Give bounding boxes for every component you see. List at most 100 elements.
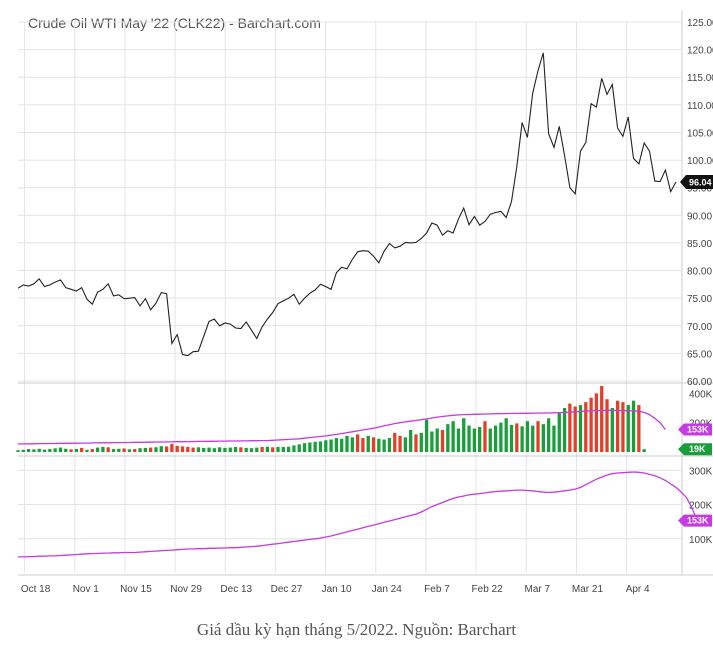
volume-bar	[547, 418, 551, 452]
volume-bar	[515, 423, 519, 452]
volume-bar	[536, 421, 540, 452]
volume-bar	[281, 447, 285, 452]
avg-volume-badge	[678, 423, 712, 436]
volume-bar	[218, 447, 222, 452]
volume-bar	[615, 400, 620, 452]
volume-bar	[409, 430, 413, 452]
volume-bar	[111, 449, 116, 452]
last-price-label: 96.04	[689, 177, 712, 187]
volume-bar	[345, 435, 349, 452]
volume-bar	[286, 446, 291, 452]
x-tick-label: Nov 1	[73, 584, 100, 595]
volume-bar	[149, 447, 153, 452]
price-tick-label: 105.00	[687, 128, 713, 139]
volume-bar	[138, 448, 142, 452]
volume-bar	[334, 438, 339, 452]
price-tick-label: 120.00	[687, 46, 713, 57]
volume-bar	[106, 447, 110, 452]
last-volume-badge	[678, 443, 712, 456]
volume-bar	[573, 406, 577, 452]
last-volume-label: 19K	[689, 444, 706, 454]
volume-bar	[101, 446, 105, 452]
volume-bar	[361, 438, 365, 452]
x-tick-label: Mar 7	[525, 584, 551, 595]
volume-bar	[95, 447, 100, 452]
volume-bar	[488, 428, 492, 452]
volume-bar	[525, 421, 530, 452]
last-price-badge	[680, 174, 713, 189]
x-tick-label: Mar 21	[572, 584, 604, 595]
avg-volume-label: 153K	[687, 425, 709, 435]
price-tick-label: 80.00	[687, 267, 712, 278]
volume-bar	[642, 449, 646, 452]
volume-bar	[414, 434, 418, 452]
volume-bar	[440, 430, 445, 452]
volume-bar	[175, 445, 179, 452]
volume-bar	[276, 446, 280, 452]
x-tick-label: Jan 10	[322, 584, 352, 595]
volume-bar	[568, 403, 572, 452]
volume-bar	[446, 424, 450, 452]
oi-tick-label: 100K	[689, 535, 713, 546]
volume-bar	[462, 418, 466, 452]
volume-bar	[164, 446, 169, 452]
price-tick-label: 85.00	[687, 239, 712, 250]
volume-bar	[255, 447, 259, 452]
volume-bar	[239, 447, 243, 452]
volume-bar	[271, 447, 275, 452]
volume-bar	[467, 425, 471, 452]
volume-bar	[16, 450, 20, 452]
volume-bar	[631, 400, 636, 452]
volume-bar	[292, 445, 296, 452]
volume-bar	[371, 437, 376, 452]
volume-bar	[223, 447, 227, 452]
volume-bar	[541, 424, 545, 452]
volume-bar	[196, 447, 201, 452]
volume-bar	[499, 422, 503, 452]
volume-bar	[377, 438, 381, 452]
chart-svg: Crude Oil WTI May '22 (CLK22) - Barchart…	[16, 10, 713, 595]
volume-bar	[387, 438, 392, 452]
x-tick-label: Dec 27	[271, 584, 303, 595]
volume-bar	[329, 439, 333, 452]
volume-bar	[143, 447, 147, 452]
volume-bar	[610, 408, 614, 452]
volume-bar	[48, 449, 52, 452]
volume-bar	[186, 446, 190, 452]
volume-bar	[159, 446, 163, 452]
price-tick-label: 125.00	[687, 18, 713, 29]
volume-bar	[504, 418, 508, 452]
volume-bar	[478, 427, 482, 452]
price-tick-label: 115.00	[687, 73, 713, 84]
volume-bar	[589, 397, 593, 452]
volume-bar	[308, 442, 312, 452]
volume-bar	[626, 405, 630, 452]
volume-bar	[340, 438, 344, 452]
volume-bar	[249, 448, 254, 452]
volume-bar	[451, 421, 455, 452]
volume-bar	[435, 428, 439, 452]
volume-bar	[90, 449, 94, 452]
oi-tick-label: 300K	[689, 466, 713, 477]
volume-bar	[350, 437, 354, 452]
volume-bar	[313, 441, 317, 452]
volume-bar	[594, 393, 599, 452]
volume-bar	[74, 449, 79, 452]
volume-bar	[233, 447, 238, 452]
volume-bar	[419, 432, 423, 452]
x-tick-label: Apr 4	[626, 584, 650, 595]
volume-bar	[302, 443, 307, 452]
volume-tick-label: 400K	[689, 389, 713, 400]
price-tick-label: 110.00	[687, 101, 713, 112]
volume-bar	[366, 435, 370, 452]
x-tick-label: Oct 18	[21, 584, 51, 595]
volume-bar	[127, 449, 132, 452]
price-tick-label: 75.00	[687, 294, 712, 305]
volume-bar	[318, 441, 323, 452]
volume-panel: 400K200K153K19K	[16, 386, 713, 456]
price-line	[17, 52, 677, 357]
volume-bar	[393, 432, 397, 452]
volume-bar	[600, 386, 604, 452]
chart-title: Crude Oil WTI May '22 (CLK22) - Barchart…	[28, 15, 321, 31]
volume-bar	[207, 447, 211, 452]
